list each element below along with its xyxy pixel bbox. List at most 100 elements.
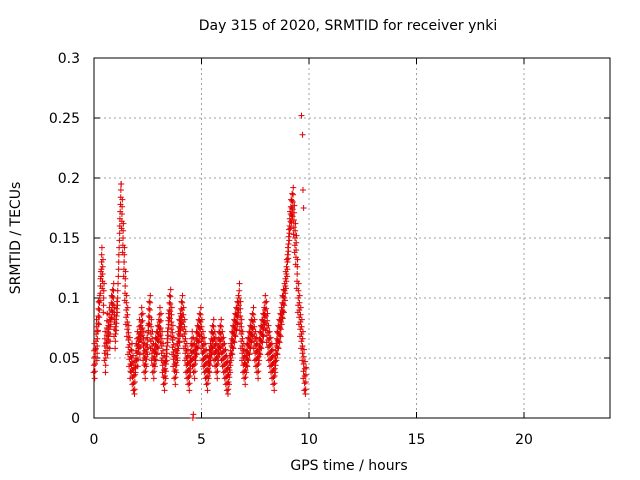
data-point <box>116 244 123 251</box>
data-point <box>198 345 205 352</box>
data-point <box>181 316 188 323</box>
data-point <box>210 323 217 330</box>
data-point <box>275 338 282 345</box>
data-point <box>120 227 127 234</box>
data-point <box>100 302 107 309</box>
data-point <box>174 350 181 357</box>
data-point <box>214 368 221 375</box>
data-point <box>198 316 205 323</box>
data-point <box>95 298 102 305</box>
data-point <box>239 335 246 342</box>
data-point <box>267 334 274 341</box>
data-point <box>231 339 238 346</box>
data-point <box>238 357 245 364</box>
data-point <box>286 237 293 244</box>
data-point <box>95 321 102 328</box>
x-tick-label: 15 <box>408 432 426 448</box>
data-point <box>169 329 176 336</box>
data-point <box>108 315 115 322</box>
data-point <box>142 375 149 382</box>
data-point <box>280 293 287 300</box>
ticks: 0 5 10 15 20 0 0.05 0.1 0.15 0.2 0.25 0.3 <box>49 51 610 448</box>
data-point <box>295 287 302 294</box>
data-point <box>219 328 226 335</box>
data-point <box>109 308 116 315</box>
data-point <box>250 304 257 311</box>
data-point <box>228 357 235 364</box>
y-tick-label: 0.1 <box>58 291 80 307</box>
data-point <box>136 316 143 323</box>
data-point <box>126 334 133 341</box>
data-point <box>221 340 228 347</box>
data-point <box>198 323 205 330</box>
data-point <box>285 233 292 240</box>
data-point <box>182 328 189 335</box>
y-tick-label: 0 <box>71 411 80 427</box>
data-point <box>255 375 262 382</box>
data-point <box>301 387 308 394</box>
data-point <box>213 340 220 347</box>
data-point <box>136 351 143 358</box>
data-point <box>220 334 227 341</box>
data-point <box>95 305 102 312</box>
data-point <box>293 232 300 239</box>
data-point <box>205 375 212 382</box>
data-point <box>106 304 113 311</box>
data-point <box>182 335 189 342</box>
data-point <box>108 292 115 299</box>
data-point <box>149 369 156 376</box>
data-point <box>235 292 242 299</box>
data-point <box>261 314 268 321</box>
data-point <box>162 358 169 365</box>
data-point <box>219 363 226 370</box>
data-point <box>257 351 264 358</box>
data-point <box>234 314 241 321</box>
data-point <box>193 351 200 358</box>
data-point <box>163 346 170 353</box>
data-point <box>122 321 129 328</box>
data-point <box>190 411 197 418</box>
data-point <box>173 369 180 376</box>
data-point <box>154 344 161 351</box>
data-point <box>242 381 249 388</box>
data-point <box>204 387 211 394</box>
data-point <box>185 374 192 381</box>
data-point <box>114 287 121 294</box>
data-point <box>160 340 167 347</box>
data-point <box>186 387 193 394</box>
data-point <box>169 322 176 329</box>
data-point <box>123 333 130 340</box>
data-point <box>130 387 137 394</box>
data-point <box>180 304 187 311</box>
data-point <box>137 322 144 329</box>
data-point <box>238 316 245 323</box>
data-point <box>99 263 106 270</box>
data-point <box>112 316 119 323</box>
y-tick-label: 0.25 <box>49 111 80 127</box>
data-point <box>218 357 225 364</box>
data-point <box>299 357 306 364</box>
data-point <box>91 368 98 375</box>
data-point <box>266 363 273 370</box>
data-point <box>301 346 308 353</box>
data-point <box>116 237 123 244</box>
data-point <box>199 357 206 364</box>
data-point <box>164 339 171 346</box>
data-point <box>115 259 122 265</box>
data-point <box>163 353 170 360</box>
data-point <box>302 358 309 365</box>
data-point <box>279 315 286 322</box>
data-point <box>174 357 181 364</box>
data-point <box>159 328 166 335</box>
data-point <box>221 347 228 354</box>
data-point <box>300 375 307 382</box>
data-point <box>108 314 115 321</box>
data-point <box>283 278 290 285</box>
data-point <box>102 362 109 369</box>
data-point <box>143 363 150 370</box>
data-point <box>294 263 301 270</box>
data-point <box>243 362 250 369</box>
data-point <box>116 230 123 237</box>
data-point <box>291 209 298 216</box>
data-point <box>113 327 120 334</box>
